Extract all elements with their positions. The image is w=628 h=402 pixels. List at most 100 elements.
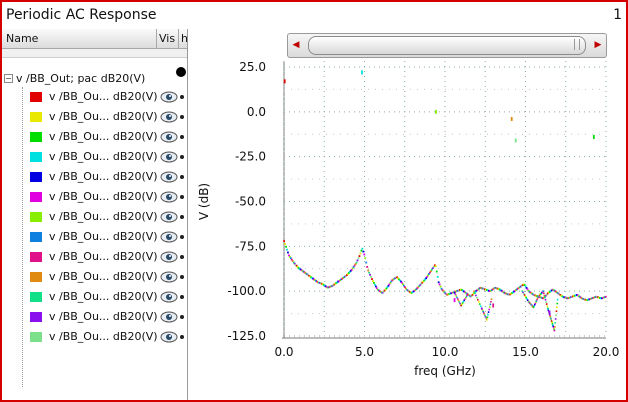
trace-item[interactable]: v /BB_Ou... dB20(V) [2,267,187,287]
highlight-dot-icon[interactable] [180,255,184,259]
trace-point [555,291,558,294]
trace-dip-point [552,324,554,326]
highlight-dot-icon[interactable] [180,195,184,199]
collapse-icon[interactable]: − [4,73,13,83]
root-visibility-dot-icon[interactable] [176,67,186,77]
trace-item[interactable]: v /BB_Ou... dB20(V) [2,147,187,167]
trace-point [594,296,597,299]
highlight-dot-icon[interactable] [180,235,184,239]
trace-point [479,287,482,289]
scroll-right-arrow-icon[interactable]: ▶ [594,40,602,50]
trace-dip-point [552,325,554,328]
visibility-eye-icon[interactable] [160,111,178,123]
trace-point [394,277,397,280]
trace-dip-point [524,295,527,298]
trace-point [529,291,532,294]
trace-point [447,293,450,296]
highlight-dot-icon[interactable] [180,95,184,99]
waveform-chart[interactable]: 25.0 0.0 -25.0 -50.0 -75.0 -100.0 -125.0 0.0 5.0… [190,29,626,400]
visibility-eye-icon[interactable] [160,251,178,263]
highlight-dot-icon[interactable] [180,155,184,159]
visibility-eye-icon[interactable] [160,171,178,183]
trace-item[interactable]: v /BB_Ou... dB20(V) [2,207,187,227]
tree-header-scrollbar[interactable] [2,49,187,58]
trace-point [390,280,393,283]
trace-dip-point [523,294,526,296]
trace-point [355,261,358,264]
highlight-dot-icon[interactable] [180,115,184,119]
visibility-eye-icon[interactable] [160,91,178,103]
trace-point [601,296,604,299]
column-header-vis[interactable]: Vis [159,32,176,45]
trace-point [327,286,330,289]
trace-point [369,273,371,276]
visibility-eye-icon[interactable] [160,291,178,303]
scrollbar-thumb[interactable] [308,36,586,55]
trace-dip-point [544,296,546,299]
trace-point [524,285,527,288]
trace-point [283,240,285,242]
trace-point [426,275,428,278]
trace-point [476,289,479,291]
trace-dip-point [481,309,484,312]
visibility-eye-icon[interactable] [160,211,178,223]
highlight-dot-icon[interactable] [180,295,184,299]
column-header-h[interactable]: h [181,32,188,45]
horizontal-scrollbar[interactable]: ◀ ▶ [287,33,607,58]
trace-point [462,290,465,293]
trace-point [451,291,454,294]
trace-item[interactable]: v /BB_Ou... dB20(V) [2,327,187,347]
trace-dip-point [487,313,489,316]
trace-point [301,269,304,272]
trace-point [485,288,487,291]
trace-point [299,268,302,271]
trace-point [588,298,591,301]
trace-item[interactable]: v /BB_Ou... dB20(V) [2,287,187,307]
trace-point [470,295,473,297]
trace-point [536,295,539,298]
column-header-name[interactable]: Name [6,32,39,45]
visibility-eye-icon[interactable] [160,131,178,143]
visibility-eye-icon[interactable] [160,151,178,163]
trace-point [335,282,338,284]
trace-point [300,269,303,272]
trace-point [320,282,323,285]
trace-dip-point [475,294,477,297]
visibility-eye-icon[interactable] [160,271,178,283]
highlight-dot-icon[interactable] [180,175,184,179]
trace-item[interactable]: v /BB_Ou... dB20(V) [2,187,187,207]
scroll-left-arrow-icon[interactable]: ◀ [292,40,300,50]
y-tick-label: 0.0 [247,105,266,119]
trace-point [579,296,582,299]
trace-item[interactable]: v /BB_Ou... dB20(V) [2,227,187,247]
trace-point [515,289,517,291]
trace-dip-point [460,304,462,307]
trace-point [403,286,406,288]
trace-point [285,245,287,248]
visibility-eye-icon[interactable] [160,191,178,203]
trace-item[interactable]: v /BB_Ou... dB20(V) [2,167,187,187]
trace-item[interactable]: v /BB_Ou... dB20(V) [2,247,187,267]
visibility-eye-icon[interactable] [160,231,178,243]
trace-point [427,274,429,277]
highlight-dot-icon[interactable] [180,335,184,339]
trace-point [349,269,352,272]
visibility-eye-icon[interactable] [160,311,178,323]
highlight-dot-icon[interactable] [180,275,184,279]
trace-item[interactable]: v /BB_Ou... dB20(V) [2,127,187,147]
tree-root-row[interactable]: − v /BB_Out; pac dB20(V) [4,69,145,87]
highlight-dot-icon[interactable] [180,315,184,319]
trace-point [362,250,365,253]
trace-item[interactable]: v /BB_Ou... dB20(V) [2,87,187,107]
trace-item[interactable]: v /BB_Ou... dB20(V) [2,307,187,327]
visibility-eye-icon[interactable] [160,331,178,343]
trace-point [389,281,392,284]
trace-item[interactable]: v /BB_Ou... dB20(V) [2,107,187,127]
trace-dip-point [526,298,528,300]
highlight-dot-icon[interactable] [180,215,184,219]
trace-dip-point [556,298,559,301]
trace-point [441,289,444,292]
y-axis-label: V (dB) [197,183,211,220]
highlight-dot-icon[interactable] [180,135,184,139]
trace-dip-point [482,310,484,313]
